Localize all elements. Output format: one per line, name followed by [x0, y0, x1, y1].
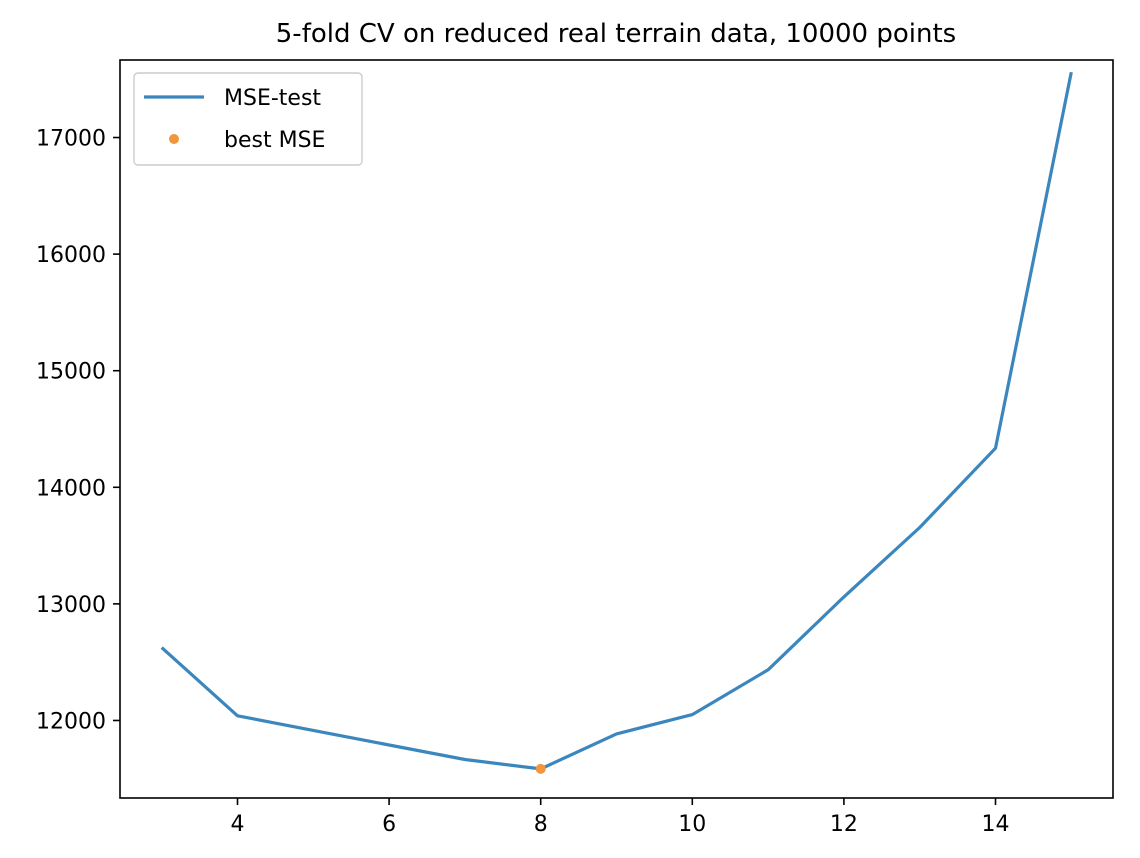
- legend-marker-swatch: [169, 134, 179, 144]
- x-tick-label: 10: [678, 812, 706, 837]
- y-tick-label: 12000: [36, 709, 106, 734]
- series-line-0: [160, 71, 1073, 771]
- y-tick-label: 16000: [36, 243, 106, 268]
- x-tick-label: 8: [534, 812, 548, 837]
- y-tick-label: 13000: [36, 593, 106, 618]
- x-axis: 4 6 8 10 12 14: [230, 798, 1010, 837]
- y-axis: 12000 13000 14000 15000 16000 17000: [36, 127, 120, 734]
- legend-label: MSE-test: [224, 86, 321, 111]
- chart-title: 5-fold CV on reduced real terrain data, …: [276, 19, 956, 49]
- legend-label: best MSE: [224, 128, 325, 153]
- y-tick-label: 14000: [36, 476, 106, 501]
- x-tick-label: 6: [382, 812, 396, 837]
- data-point: [535, 763, 546, 774]
- y-tick-label: 17000: [36, 127, 106, 152]
- x-tick-label: 12: [830, 812, 858, 837]
- y-tick-label: 15000: [36, 360, 106, 385]
- legend: MSE-test best MSE: [133, 72, 363, 166]
- plot-frame: [119, 59, 1114, 799]
- x-tick-label: 4: [230, 812, 244, 837]
- plot-marks: [160, 71, 1073, 774]
- x-tick-label: 14: [982, 812, 1010, 837]
